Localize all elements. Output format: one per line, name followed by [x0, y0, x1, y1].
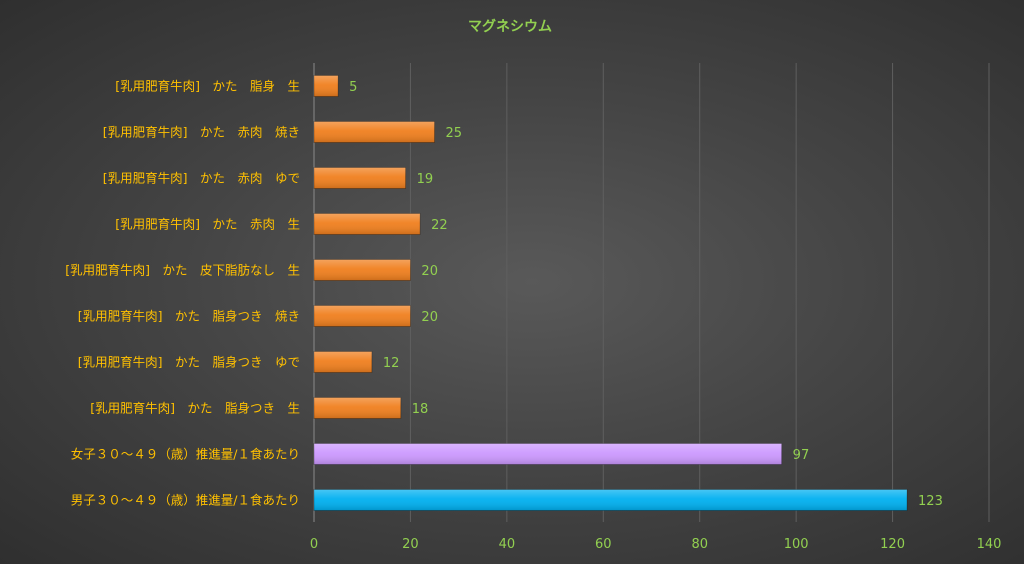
category-label: [乳用肥育牛肉] かた 脂身つき 生 — [90, 401, 300, 416]
category-label: 女子３０～４９（歳）推進量/１食あたり — [71, 447, 300, 462]
bar-highlight — [314, 75, 339, 97]
x-tick-label: 60 — [595, 537, 612, 552]
x-tick-label: 120 — [880, 537, 905, 552]
bar-highlight — [314, 305, 411, 327]
data-label: 12 — [383, 356, 400, 371]
x-tick-label: 20 — [402, 537, 419, 552]
bar-highlight — [314, 351, 372, 373]
labels: 0 20 40 60 80 100 120 140 [乳用肥育牛肉] かた 脂身 生 5 [乳用肥育… — [65, 79, 1001, 553]
category-label: [乳用肥育牛肉] かた 赤肉 ゆで — [103, 171, 300, 186]
bar-highlight — [314, 121, 435, 143]
data-label: 5 — [349, 80, 357, 95]
bar-highlight — [314, 489, 908, 511]
data-label: 25 — [446, 126, 463, 141]
category-label: [乳用肥育牛肉] かた 脂身 生 — [115, 79, 300, 94]
x-tick-label: 100 — [784, 537, 809, 552]
data-label: 19 — [417, 172, 434, 187]
x-tick-label: 140 — [977, 537, 1002, 552]
category-label: 男子３０～４９（歳）推進量/１食あたり — [71, 493, 300, 508]
bar-highlight — [314, 167, 406, 189]
gridlines — [313, 63, 990, 522]
category-label: [乳用肥育牛肉] かた 脂身つき 焼き — [78, 309, 300, 324]
chart-title: マグネシウム — [468, 18, 552, 35]
bars — [313, 75, 908, 511]
data-label: 97 — [793, 448, 810, 463]
x-tick-label: 40 — [499, 537, 516, 552]
bar-highlight — [314, 443, 782, 465]
bar-highlight — [314, 213, 421, 235]
data-label: 22 — [431, 218, 448, 233]
data-label: 123 — [918, 494, 943, 509]
category-label: [乳用肥育牛肉] かた 皮下脂肪なし 生 — [65, 263, 300, 278]
data-label: 20 — [421, 264, 438, 279]
category-label: [乳用肥育牛肉] かた 赤肉 生 — [115, 217, 300, 232]
data-label: 18 — [412, 402, 429, 417]
category-label: [乳用肥育牛肉] かた 脂身つき ゆで — [78, 355, 300, 370]
bar-highlight — [314, 259, 411, 281]
x-tick-label: 80 — [691, 537, 708, 552]
data-label: 20 — [421, 310, 438, 325]
x-tick-label: 0 — [310, 537, 318, 552]
category-label: [乳用肥育牛肉] かた 赤肉 焼き — [103, 125, 300, 140]
bar-highlight — [314, 397, 401, 419]
